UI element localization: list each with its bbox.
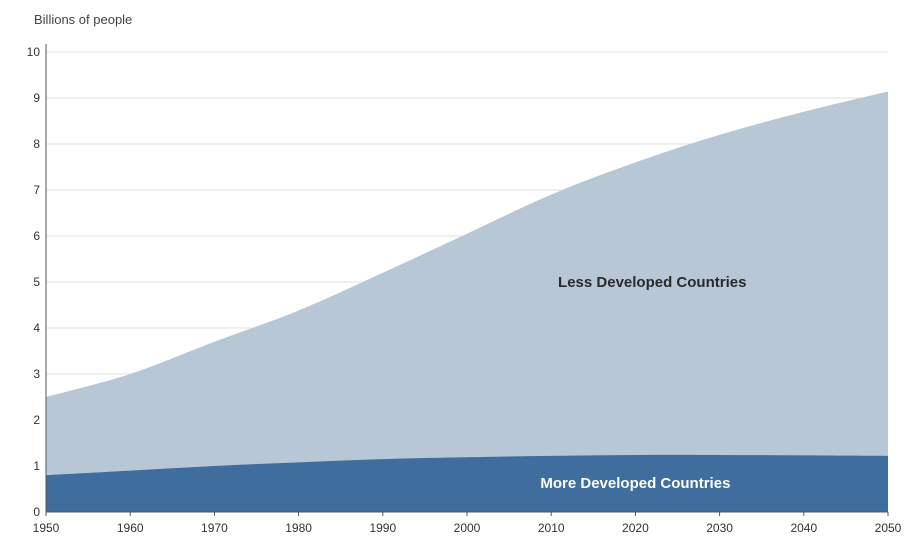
y-tick-label: 2 [33, 413, 40, 427]
y-tick-label: 6 [33, 229, 40, 243]
y-tick-label: 3 [33, 367, 40, 381]
series-label: More Developed Countries [540, 475, 730, 492]
y-tick-label: 8 [33, 137, 40, 151]
less-developed-area [46, 91, 888, 512]
y-axis-label: Billions of people [34, 12, 132, 27]
x-tick-label: 2000 [454, 521, 481, 535]
x-tick-label: 1980 [285, 521, 312, 535]
x-tick-label: 2020 [622, 521, 649, 535]
x-tick-label: 2040 [790, 521, 817, 535]
more-developed-area [46, 454, 888, 512]
y-tick-label: 7 [33, 183, 40, 197]
x-tick-label: 1960 [117, 521, 144, 535]
x-tick-label: 1970 [201, 521, 228, 535]
y-tick-label: 4 [33, 321, 40, 335]
areas [46, 91, 888, 512]
y-tick-label: 5 [33, 275, 40, 289]
area-labels: More Developed Countries Less Developed C… [540, 274, 746, 492]
y-tick-label: 9 [33, 91, 40, 105]
y-tick-label: 1 [33, 459, 40, 473]
x-tick-label: 1990 [369, 521, 396, 535]
y-tick-label: 10 [27, 45, 41, 59]
x-tick-label: 1950 [33, 521, 60, 535]
series-label: Less Developed Countries [558, 274, 746, 291]
x-tick-label: 2030 [706, 521, 733, 535]
y-tick-label: 0 [33, 505, 40, 519]
x-tick-label: 2050 [875, 521, 902, 535]
axes: 0 1 2 3 4 5 6 7 8 9 10 1950 1960 1970 1980 1990 2000 2010… [27, 44, 902, 535]
x-tick-label: 2010 [538, 521, 565, 535]
